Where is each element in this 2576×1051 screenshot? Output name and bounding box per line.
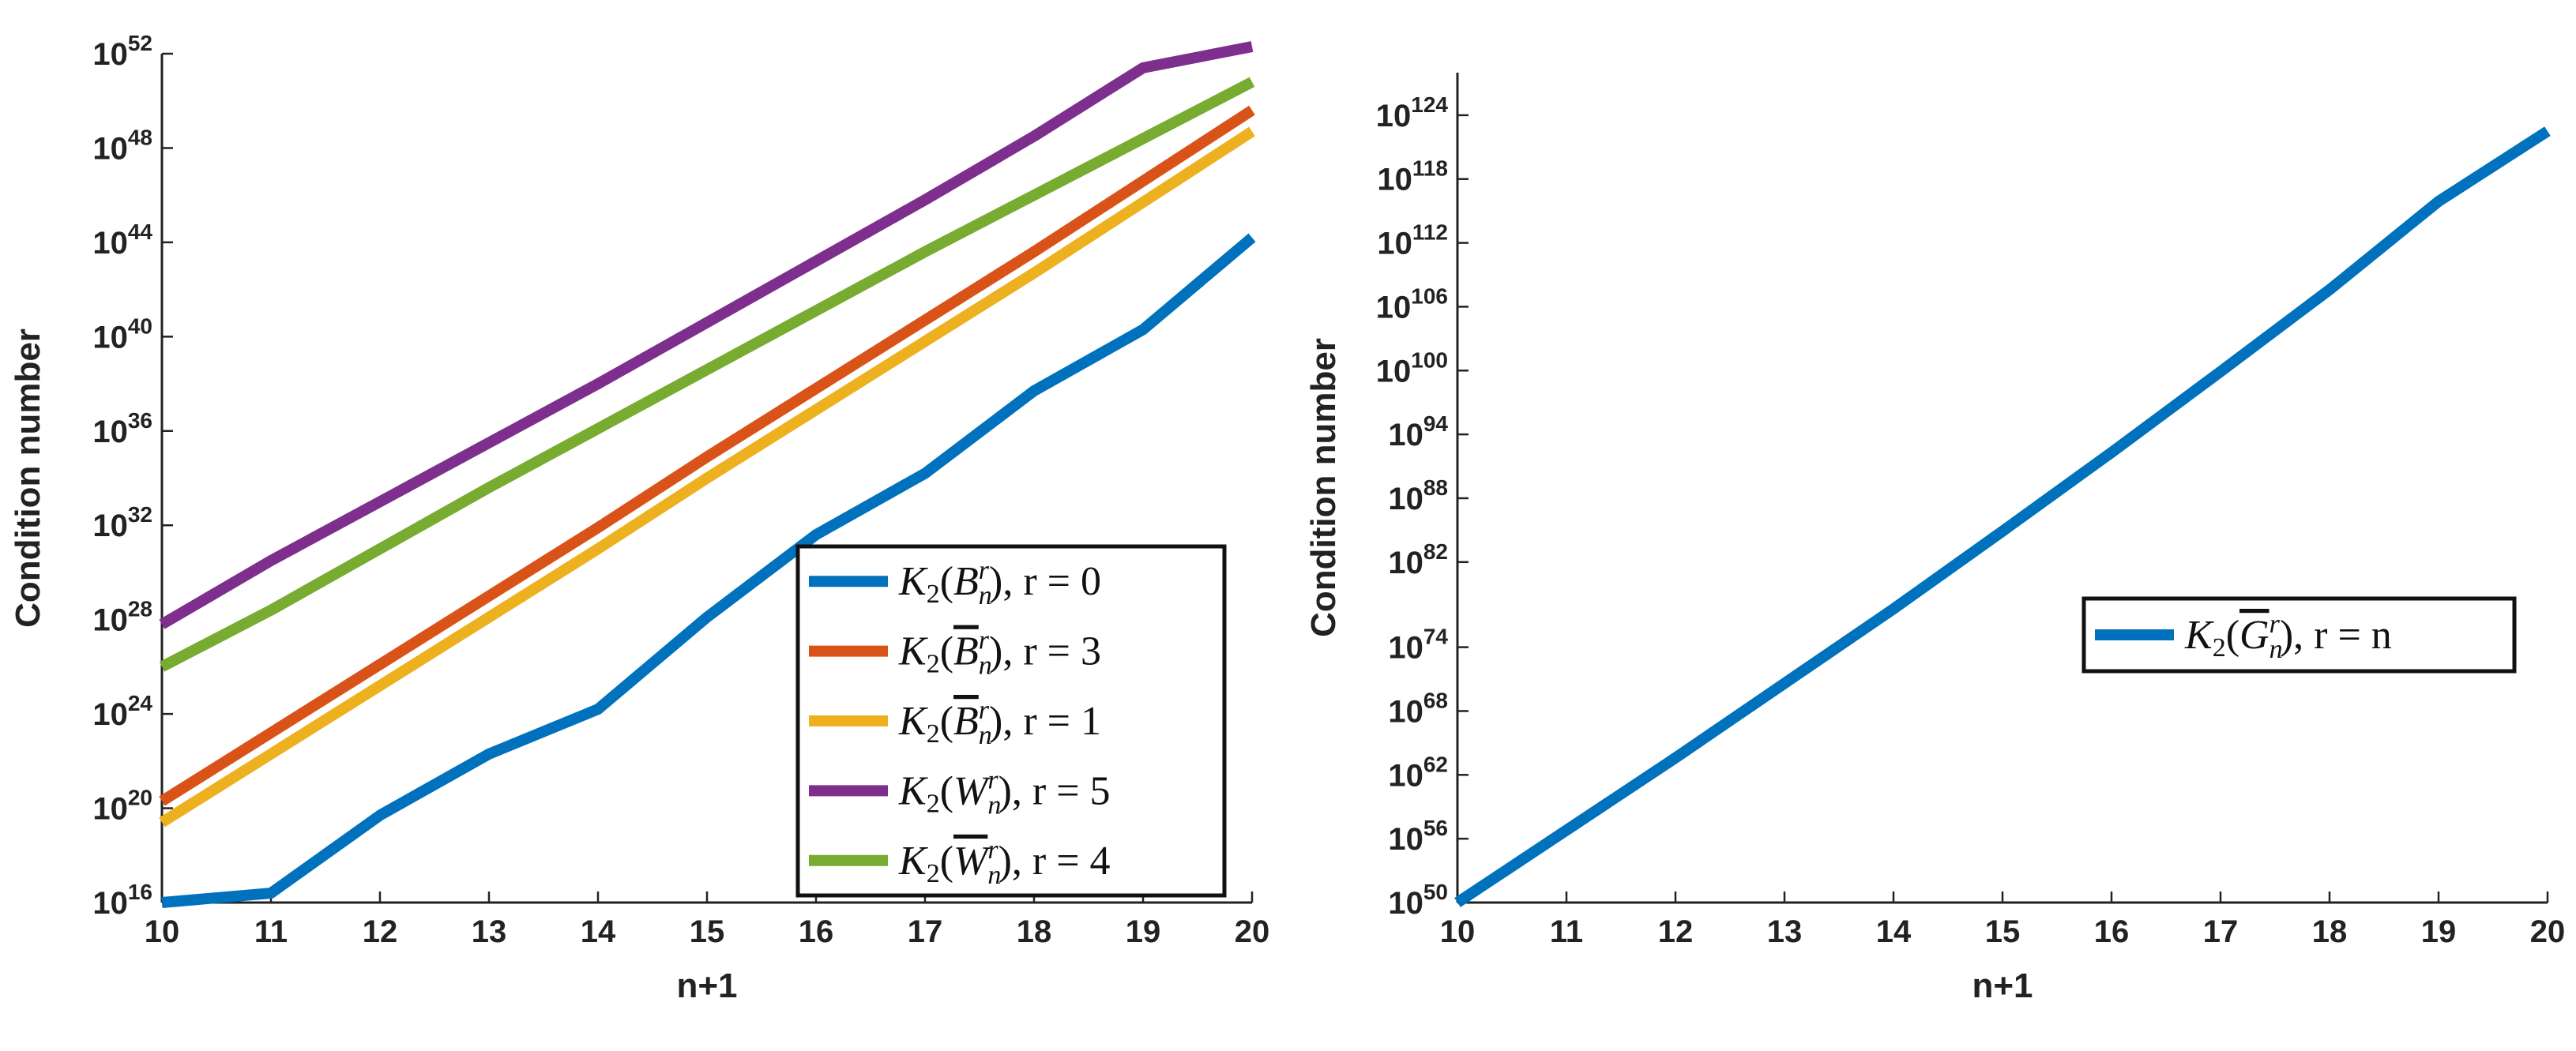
y-tick-label: 1074 xyxy=(1388,625,1448,666)
y-tick-label: 1040 xyxy=(92,313,152,355)
y-tick-label: 1016 xyxy=(92,880,152,921)
x-tick-label: 18 xyxy=(2312,914,2348,949)
x-tick-label: 12 xyxy=(1658,914,1694,949)
legend-entry-label: K2(Bnr), r = 1 xyxy=(898,696,1101,750)
legend-entry-label: K2(Wnr), r = 5 xyxy=(898,765,1111,820)
left-chart: 10 11 12 13 14 15 16 17 18 19 20 1016 1020 1024 1028 10… xyxy=(9,31,1269,1005)
y-tick-label: 1024 xyxy=(92,691,152,732)
y-tick-label: 1028 xyxy=(92,597,152,638)
x-tick-label: 15 xyxy=(1985,914,2021,949)
x-tick-label: 20 xyxy=(1235,914,1270,949)
x-tick-label: 20 xyxy=(2530,914,2566,949)
y-tick-label: 10106 xyxy=(1376,283,1448,325)
x-tick-label: 17 xyxy=(908,914,943,949)
y-tick-label: 10112 xyxy=(1377,220,1448,261)
y-tick-label: 1050 xyxy=(1388,880,1448,921)
y-tick-label: 1032 xyxy=(92,502,152,543)
legend-entry-label: K2(Bnr), r = 0 xyxy=(898,556,1101,610)
x-tick-label: 11 xyxy=(254,914,288,949)
x-tick-label: 13 xyxy=(472,914,507,949)
y-tick-label: 1044 xyxy=(92,220,152,261)
y-axis-label: Condition number xyxy=(9,328,47,628)
y-tick-label: 1052 xyxy=(92,31,152,72)
x-tick-label: 12 xyxy=(363,914,398,949)
right-chart: 10 11 12 13 14 15 16 17 18 19 20 1050 1056 1062 1068 10… xyxy=(1304,73,2565,1005)
legend-entry-label: K2(Wnr), r = 4 xyxy=(898,835,1111,890)
x-axis-label: n+1 xyxy=(676,967,737,1005)
x-tick-label: 15 xyxy=(690,914,725,949)
x-tick-label: 16 xyxy=(799,914,834,949)
x-tick-label: 19 xyxy=(1126,914,1161,949)
y-axis-label: Condition number xyxy=(1304,338,1343,637)
x-tick-label: 13 xyxy=(1767,914,1803,949)
y-tick-label: 10118 xyxy=(1377,156,1448,197)
series-line-3 xyxy=(159,41,1254,629)
x-tick-label: 10 xyxy=(145,914,180,949)
y-tick-label: 10100 xyxy=(1376,347,1448,388)
x-tick-label: 11 xyxy=(1550,914,1583,949)
legend-entry-label: K2(Gnr), r = n xyxy=(2184,610,2392,664)
x-tick-label: 18 xyxy=(1017,914,1052,949)
x-tick-label: 10 xyxy=(1440,914,1476,949)
series-line-4 xyxy=(159,77,1255,672)
y-tick-label: 1082 xyxy=(1388,539,1448,580)
y-tick-label: 1094 xyxy=(1388,411,1448,452)
y-tick-label: 1088 xyxy=(1388,475,1448,516)
y-tick-label: 1056 xyxy=(1388,816,1448,857)
series-line-2 xyxy=(159,126,1255,828)
y-tick-label: 1048 xyxy=(92,125,152,166)
y-tick-label: 1020 xyxy=(92,786,152,827)
x-tick-label: 19 xyxy=(2421,914,2457,949)
series-line-0 xyxy=(161,233,1256,908)
y-tick-label: 1036 xyxy=(92,408,152,449)
y-tick-label: 1062 xyxy=(1388,752,1448,793)
x-tick-label: 14 xyxy=(581,914,616,949)
x-tick-label: 16 xyxy=(2094,914,2130,949)
x-axis-label: n+1 xyxy=(1972,967,2033,1005)
legend-entry-label: K2(Bnr), r = 3 xyxy=(898,626,1101,681)
x-tick-label: 14 xyxy=(1876,914,1912,949)
y-tick-label: 1068 xyxy=(1388,688,1448,729)
x-tick-label: 17 xyxy=(2203,914,2239,949)
series-line-1 xyxy=(159,105,1255,806)
y-tick-label: 10124 xyxy=(1376,92,1449,133)
series-line-0 xyxy=(1454,126,2551,907)
